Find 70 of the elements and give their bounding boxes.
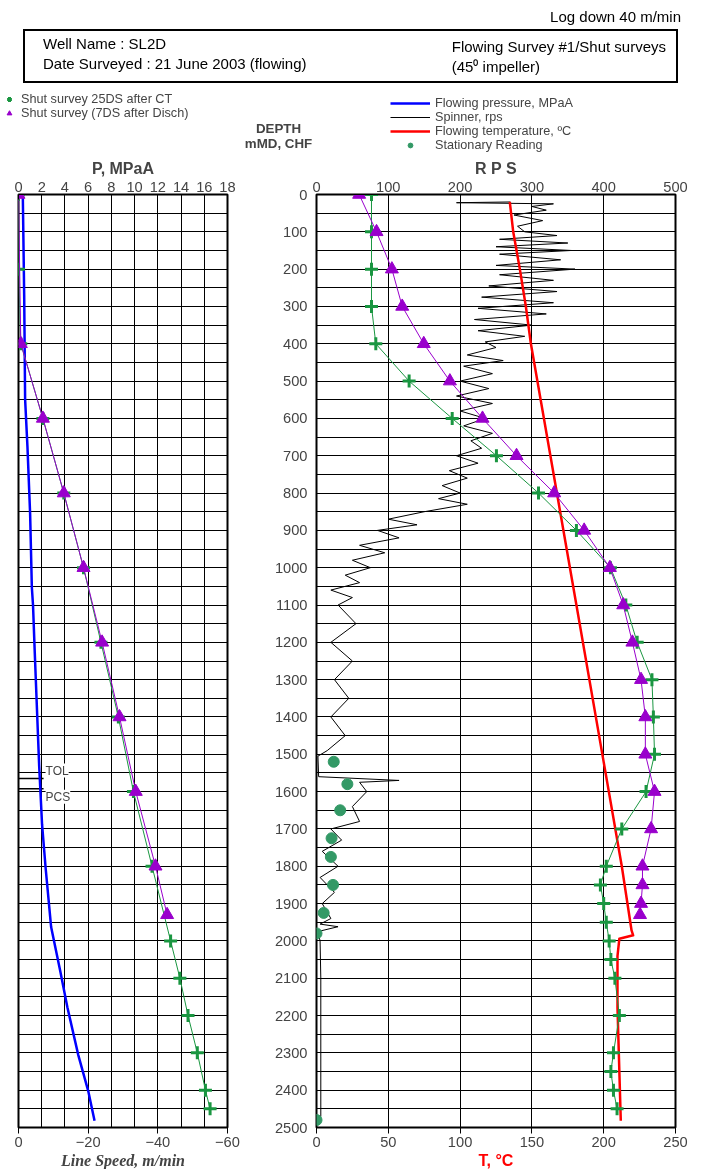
text: (45⁰ impeller) [451, 58, 541, 75]
text: Date Surveyed : 21 June 2003 (flowing) [43, 55, 307, 72]
x2-tick-label: 0 [14, 178, 23, 195]
y-tick-label: 600 [283, 410, 308, 427]
y-tick-label: 2200 [274, 1007, 308, 1024]
y-tick-label: 2000 [274, 932, 308, 949]
y-tick-label: 1400 [274, 708, 308, 725]
y-tick-label: 2400 [274, 1082, 308, 1099]
x2-axis-title: R P S [475, 159, 517, 177]
x2-tick-label: 18 [219, 178, 236, 195]
y-tick-label: 200 [283, 261, 308, 278]
legend-label: Shut survey (7DS after Disch) [21, 106, 189, 120]
y-axis-title: DEPTH mMD, CHF [244, 120, 313, 151]
x-tick-label: 100 [447, 1133, 473, 1150]
legend-label: Spinner, rps [435, 110, 503, 124]
ref-line-label: TOL [45, 763, 70, 778]
x-tick-label: 150 [519, 1133, 545, 1150]
x-tick-label: −40 [145, 1133, 171, 1150]
y-tick-label: 1800 [274, 858, 308, 875]
y-tick-label: 2300 [274, 1044, 308, 1061]
x2-tick-label: 100 [376, 178, 401, 195]
y-tick-label: 800 [283, 485, 308, 502]
y-tick-label: 1500 [274, 746, 308, 763]
y-tick-label: 2500 [274, 1119, 308, 1136]
x2-tick-label: 16 [196, 178, 213, 195]
legend-label: Flowing temperature, ºC [435, 124, 572, 138]
x-tick-label: 200 [591, 1133, 616, 1150]
x2-tick-label: 200 [447, 178, 473, 195]
y-tick-label: 2100 [274, 970, 308, 987]
y-tick-label: 100 [283, 223, 308, 240]
legend-label: Stationary Reading [435, 138, 543, 152]
x-tick-label: 50 [380, 1133, 397, 1150]
x-tick-label: 0 [14, 1133, 23, 1150]
x2-tick-label: 4 [60, 178, 70, 195]
x-tick-label: −20 [75, 1133, 101, 1150]
x2-tick-label: 14 [172, 178, 190, 195]
x2-tick-label: 6 [84, 178, 93, 195]
y-tick-label: 1100 [275, 597, 308, 614]
x-axis-title: T, °C [478, 1151, 514, 1169]
text: Log down 40 m/min [549, 7, 682, 27]
y-tick-label: 1600 [274, 783, 308, 800]
y-tick-label: 500 [283, 373, 308, 390]
legend-label: Shut survey 25DS after CT [21, 92, 173, 106]
y-tick-label: 400 [283, 335, 308, 352]
y-tick-label: 1000 [274, 559, 308, 576]
y-tick-label: 900 [283, 522, 308, 539]
y-tick-label: 1300 [274, 671, 308, 688]
x-tick-label: −60 [215, 1133, 240, 1150]
x2-tick-label: 8 [107, 178, 116, 195]
ref-line-label: PCS [45, 789, 71, 804]
x2-tick-label: 10 [126, 178, 143, 195]
x-axis-title: Line Speed, m/min [60, 1151, 186, 1169]
x2-tick-label: 500 [663, 178, 688, 195]
x-tick-label: 250 [663, 1133, 688, 1150]
y-tick-label: 1700 [274, 820, 308, 837]
x2-tick-label: 0 [312, 178, 321, 195]
y-tick-label: 300 [283, 298, 308, 315]
x2-tick-label: 400 [591, 178, 616, 195]
y-tick-label: 0 [299, 186, 308, 203]
y-tick-label: 1900 [274, 895, 308, 912]
text: Flowing Survey #1/Shut surveys [451, 38, 666, 55]
y-tick-label: 700 [283, 447, 308, 464]
x2-axis-title: P, MPaA [92, 159, 155, 177]
x-tick-label: 0 [312, 1133, 321, 1150]
y-tick-label: 1200 [274, 634, 308, 651]
x2-tick-label: 12 [149, 178, 166, 195]
x2-tick-label: 2 [37, 178, 46, 195]
text: Well Name : SL2D [43, 35, 167, 52]
x2-tick-label: 300 [519, 178, 545, 195]
legend-label: Flowing pressure, MPaA [435, 96, 573, 110]
